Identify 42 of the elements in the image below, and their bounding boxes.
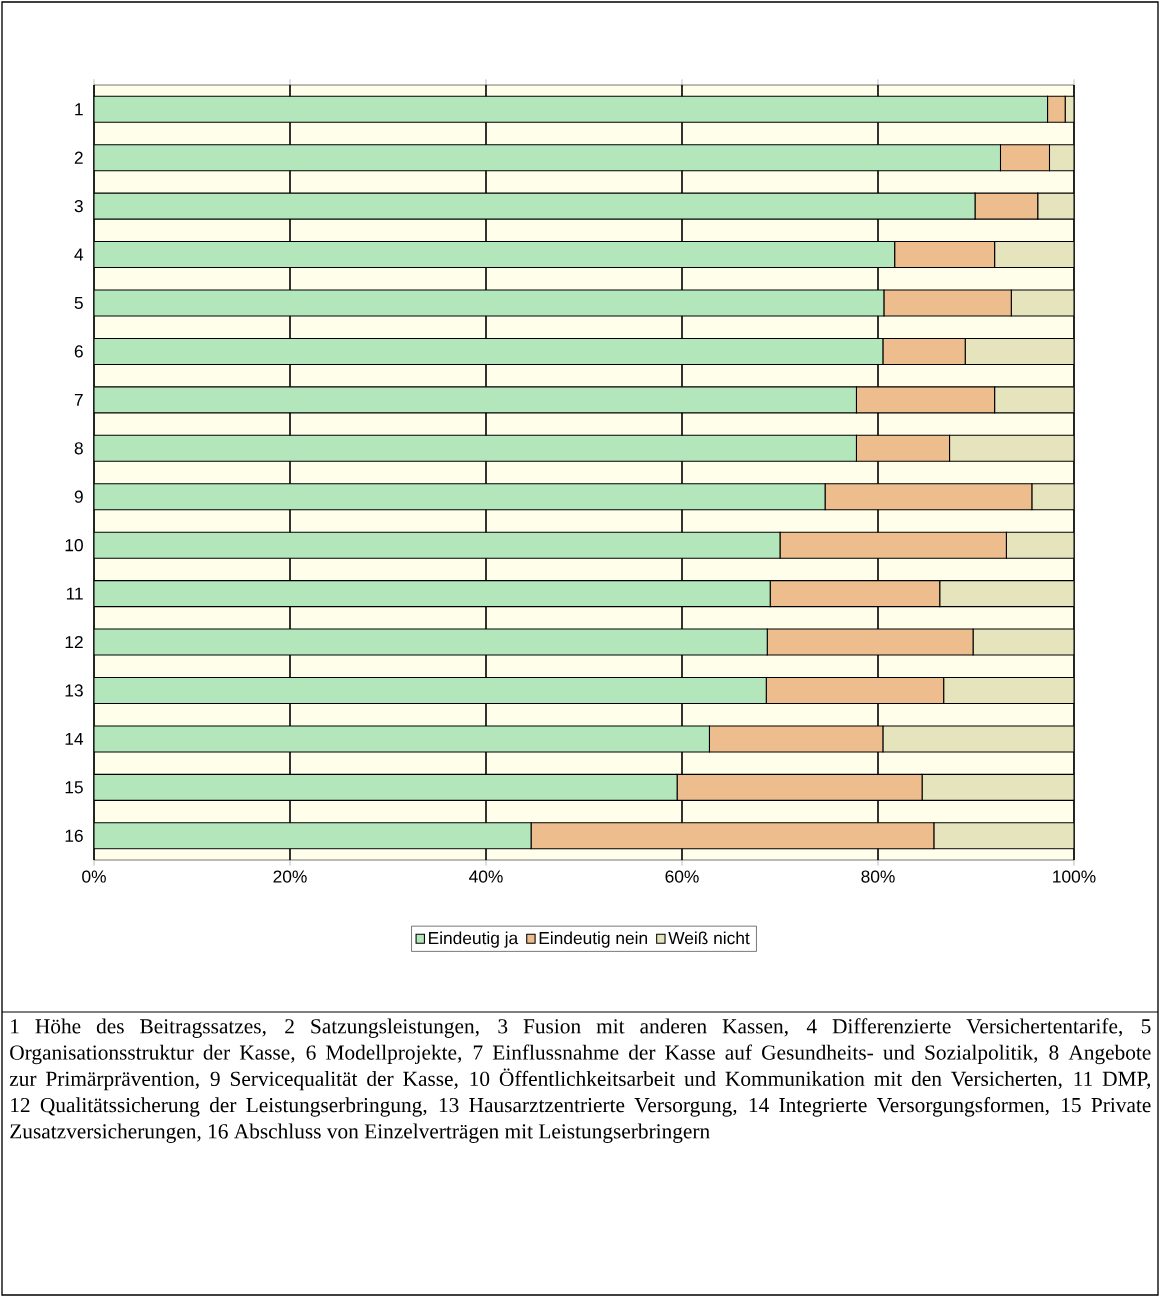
bar [94, 241, 896, 269]
legend-label: Weiß nicht [668, 931, 750, 945]
x-tick-label: 60% [665, 870, 699, 883]
y-tick-label: 9 [74, 490, 83, 503]
bar [94, 289, 885, 317]
y-tick-label: 5 [74, 296, 83, 310]
bar [94, 95, 1049, 123]
y-tick-label: 12 [65, 635, 83, 649]
y-tick-label: 1 [75, 103, 83, 116]
y-tick-label: 6 [74, 345, 83, 358]
legend-label: Eindeutig ja [429, 931, 519, 948]
y-tick-label: 4 [74, 248, 84, 261]
y-tick-label: 10 [65, 539, 83, 552]
bar [94, 434, 857, 462]
bar [94, 144, 1002, 172]
x-tick-label: 20% [273, 870, 307, 883]
y-tick-label: 16 [65, 829, 83, 842]
bar [94, 676, 767, 705]
bar [94, 580, 771, 608]
bar [94, 725, 710, 753]
y-tick-label: 7 [74, 393, 83, 406]
y-tick-label: 11 [66, 587, 83, 600]
x-tick-label: 100% [1053, 870, 1096, 883]
bar [94, 337, 884, 365]
y-tick-label: 8 [74, 442, 83, 455]
y-tick-label: 15 [65, 781, 83, 794]
x-tick-label: 80% [861, 870, 895, 883]
bar [94, 773, 678, 801]
bar [94, 386, 857, 414]
legend-label: Eindeutig nein [539, 931, 647, 948]
text: 1 Höhe des Beitragssatzes, 2 Satzungsleistungen, 3 Fusion mit anderen Kassen, 4 Differenzierte Versichertentarife, 5 Organisationsstruktur der Kasse, 6 Modellprojekte, 7 Einflussnahme der Kasse auf Gesundheits- und Sozialpolitik, 8 Angebote zur Primärprävention, 9 Servicequalität der Kasse, 10 Öffentlichkeitsarbeit und Kommunikation mit den Versicherten, 11 DMP, 12 Qualitätssicherung der Leistungserbringung, 13 Hausarztzentrierte Versorgung, 14 Integrierte Versorgungsformen, 15 Private Zusatzversicherungen, 16 Abschluss von Einzelverträgen mit Leistungserbringern [9, 1018, 1151, 1143]
x-tick-label: 0% [82, 870, 106, 883]
bar [94, 822, 532, 850]
y-tick-label: 3 [74, 199, 83, 213]
bar [94, 531, 781, 559]
y-tick-label: 14 [65, 732, 84, 745]
y-tick-label: 2 [74, 151, 83, 164]
bar [94, 628, 768, 656]
bar [94, 192, 976, 220]
x-tick-label: 40% [469, 870, 503, 883]
bar [94, 483, 826, 511]
y-tick-label: 13 [65, 684, 83, 697]
